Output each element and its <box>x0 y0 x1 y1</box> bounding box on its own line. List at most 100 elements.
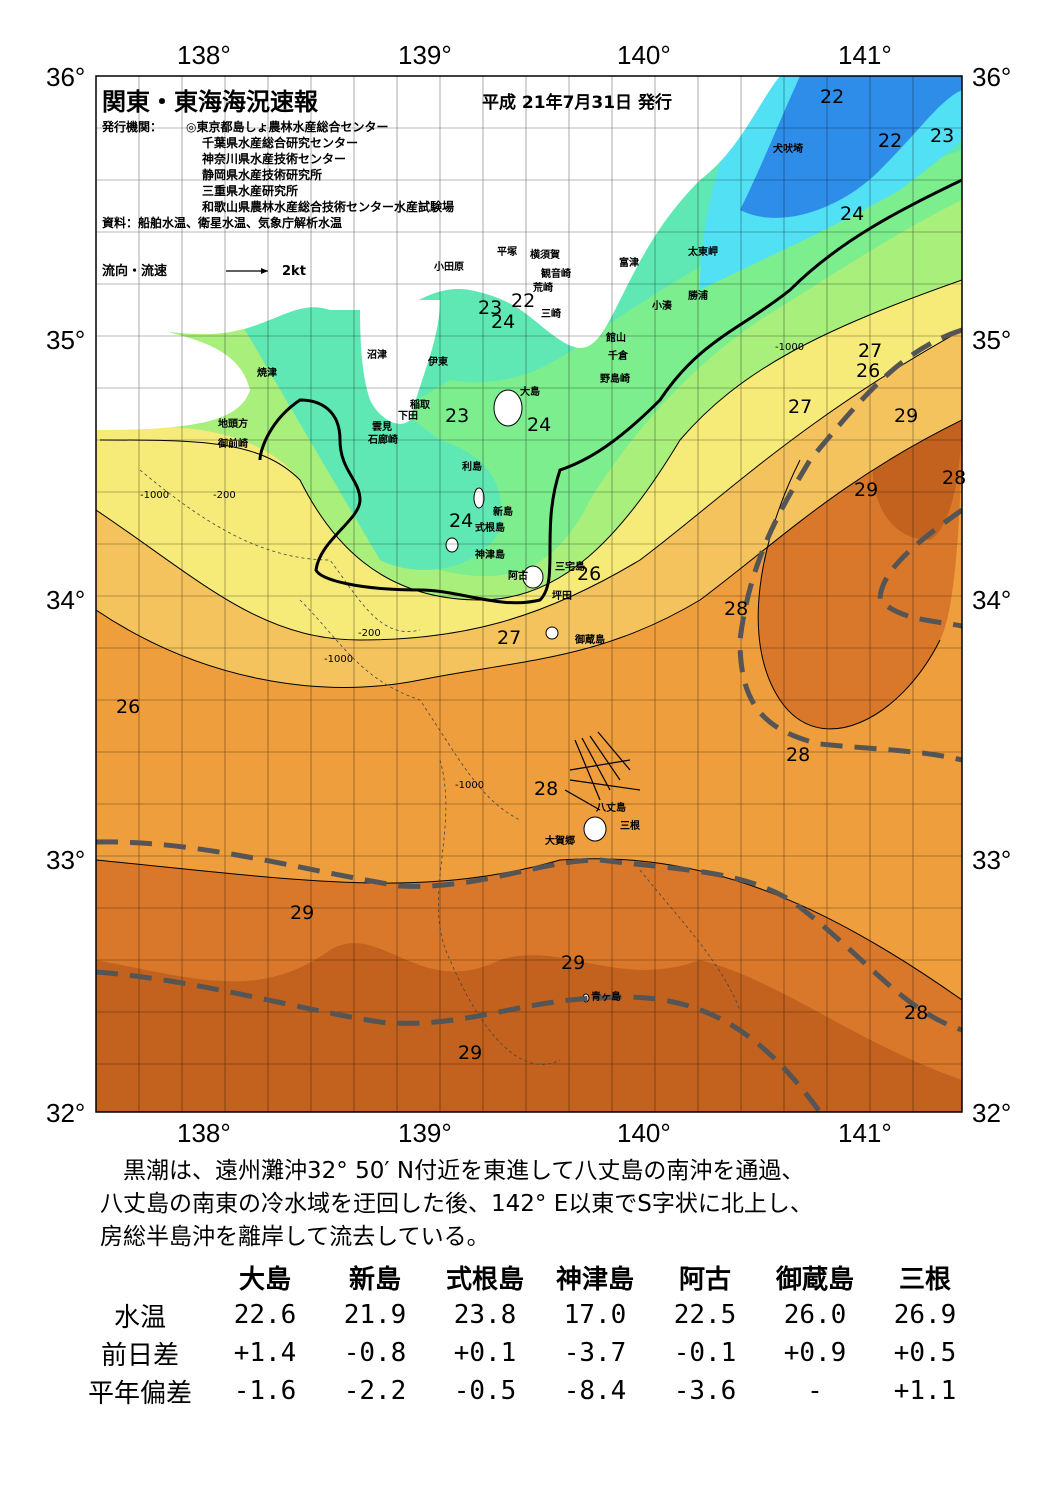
lat-label-36: 36° <box>46 62 86 92</box>
isotherm-label: 28 <box>724 598 749 620</box>
table-corner <box>70 1258 210 1296</box>
place-taitomisaki: 太東岬 <box>688 247 718 258</box>
lon-label-138: 138° <box>177 40 231 70</box>
isotherm-label: 22 <box>878 130 903 152</box>
table-cell: -2.2 <box>343 1376 407 1406</box>
lon-label-140: 140° <box>617 40 671 70</box>
lat-label-33-right: 33° <box>972 845 1012 875</box>
kuroshio-axis <box>96 327 962 1112</box>
isotherm-label: 28 <box>534 778 559 800</box>
island-oshima <box>493 389 523 427</box>
isotherm-label: 24 <box>449 510 474 532</box>
land-tokai <box>96 320 250 430</box>
table-cell: - <box>807 1376 823 1406</box>
land-honshu <box>96 76 780 348</box>
island-niijima <box>473 487 485 509</box>
table-cell: +1.1 <box>893 1376 957 1406</box>
issuer-4: 静岡県水産技術研究所 <box>202 168 323 182</box>
isotherm-label: 29 <box>561 952 586 974</box>
place-mitsune: 三根 <box>620 821 640 832</box>
place-jitogata: 地頭方 <box>218 419 248 430</box>
isotherm-label: 27 <box>497 627 522 649</box>
table-row: 水温 22.6 21.9 23.8 17.0 22.5 26.0 26.9 <box>70 1296 980 1334</box>
place-aogashima: 青ヶ島 <box>591 992 621 1003</box>
place-yokosuka: 横須賀 <box>530 250 560 261</box>
lon-label-139: 139° <box>398 40 452 70</box>
table-cell: -1.6 <box>233 1376 297 1406</box>
issuer-5: 三重県水産研究所 <box>202 184 299 198</box>
data-sources: 資料：船舶水温、衛星水温、気象庁解析水温 <box>102 216 343 230</box>
lat-label-32-right: 32° <box>972 1098 1012 1128</box>
issue-date: 平成 21年7月31日 発行 <box>482 93 672 113</box>
isotherm-label: 24 <box>491 311 516 333</box>
place-hiratsuka: 平塚 <box>497 247 517 258</box>
column-header: 新島 <box>348 1264 401 1295</box>
table-cell: -3.6 <box>673 1376 737 1406</box>
lat-label-32: 32° <box>46 1098 86 1128</box>
place-kannonzaki: 観音崎 <box>541 269 571 280</box>
isotherm-label: 24 <box>527 414 552 436</box>
lon-label-141-bottom: 141° <box>838 1118 892 1148</box>
lat-label-36-right: 36° <box>972 62 1012 92</box>
depth-label: -200 <box>358 628 381 639</box>
lon-label-138-bottom: 138° <box>177 1118 231 1148</box>
table-cell: 26.9 <box>893 1300 957 1330</box>
place-yaizu: 焼津 <box>257 368 277 379</box>
place-miyakejima: 三宅島 <box>555 562 585 573</box>
lon-label-141: 141° <box>838 40 892 70</box>
place-inubosaki: 犬吠埼 <box>773 144 803 155</box>
isotherm-label: 28 <box>786 744 811 766</box>
table-cell: -0.8 <box>343 1338 407 1368</box>
sea-temperature-map: 138° 139° 140° 141° 138° 139° 140° 141° … <box>46 40 1012 1148</box>
summary-line: 八丈島の南東の冷水域を迂回した後、142° E以東でS字状に北上し、 <box>100 1191 813 1217</box>
table-cell: -0.5 <box>453 1376 517 1406</box>
place-toshima: 利島 <box>462 462 482 473</box>
place-irozaki: 石廊崎 <box>368 435 398 446</box>
depth-label: -1000 <box>455 780 485 791</box>
table-header-row: 大島 新島 式根島 神津島 阿古 御蔵島 三根 <box>70 1258 980 1296</box>
place-arasaki: 荒崎 <box>533 283 553 294</box>
lat-label-35-right: 35° <box>972 325 1012 355</box>
row-label: 前日差 <box>100 1340 179 1371</box>
bathymetry-lines <box>139 469 741 1065</box>
island-kozushima <box>445 537 459 553</box>
column-header: 神津島 <box>555 1264 634 1295</box>
column-header: 大島 <box>238 1264 291 1295</box>
current-vectors <box>564 731 641 811</box>
place-niijima: 新島 <box>493 507 513 518</box>
depth-label: -200 <box>213 490 236 501</box>
place-kozushima: 神津島 <box>475 550 505 561</box>
place-kominato: 小湊 <box>652 301 672 312</box>
summary-line: 房総半島沖を離岸して流去している。 <box>100 1224 490 1250</box>
row-label: 平年偏差 <box>87 1378 192 1409</box>
isotherm-label: 24 <box>840 203 865 225</box>
isotherm-label: 26 <box>856 360 881 382</box>
column-header: 御蔵島 <box>775 1264 854 1295</box>
isotherm-label: 22 <box>820 86 845 108</box>
place-misaki: 三崎 <box>541 309 561 320</box>
isotherm-lines <box>96 279 962 1001</box>
table-cell: -3.7 <box>563 1338 627 1368</box>
issuer-1: ◎東京都島しょ農林水産総合センター <box>186 120 389 134</box>
row-label: 水温 <box>113 1302 166 1333</box>
isotherm-label: 29 <box>458 1042 483 1064</box>
depth-label: -1000 <box>775 342 805 353</box>
table-cell: +0.1 <box>453 1338 517 1368</box>
lon-label-139-bottom: 139° <box>398 1118 452 1148</box>
table-cell: -0.1 <box>673 1338 737 1368</box>
isotherm-label: 23 <box>445 405 470 427</box>
place-oshima: 大島 <box>520 387 540 398</box>
isotherm-label: 28 <box>904 1002 929 1024</box>
isotherm-label: 26 <box>116 696 141 718</box>
table-cell: 17.0 <box>563 1300 627 1330</box>
issuer-3: 神奈川県水産技術センター <box>202 152 347 166</box>
issuer-2: 千葉県水産総合研究センター <box>202 136 359 150</box>
lat-label-34-right: 34° <box>972 585 1012 615</box>
legend-arrowhead <box>261 268 268 274</box>
lon-label-140-bottom: 140° <box>617 1118 671 1148</box>
table-cell: +0.9 <box>783 1338 847 1368</box>
place-katsuura: 勝浦 <box>688 291 708 302</box>
island-miyake <box>522 565 544 589</box>
place-ako: 阿古 <box>508 571 528 582</box>
zone-29-deep <box>96 943 962 1112</box>
